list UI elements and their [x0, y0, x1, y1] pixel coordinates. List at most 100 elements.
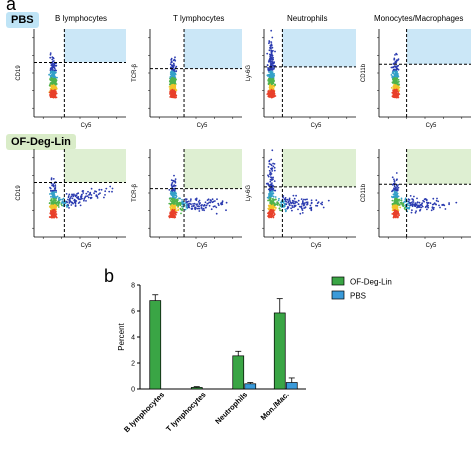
- cell-event-dot: [53, 208, 56, 211]
- cell-event-dot: [68, 193, 71, 196]
- cell-event-dot: [391, 75, 394, 78]
- cell-event-dot: [168, 83, 171, 86]
- cell-event-dot: [397, 78, 400, 81]
- cell-event-dot: [54, 184, 57, 187]
- cell-event-dot: [269, 86, 272, 88]
- cell-event-dot: [394, 202, 397, 205]
- cell-event-dot: [285, 200, 288, 203]
- cell-event-dot: [197, 201, 200, 203]
- cell-event-dot: [275, 207, 277, 209]
- cell-event-dot: [270, 76, 273, 78]
- cell-event-dot: [399, 206, 402, 209]
- cell-event-dot: [411, 204, 414, 207]
- cell-event-dot: [67, 204, 70, 207]
- cell-event-dot: [322, 206, 325, 209]
- flow-plots-svg: CD19Cy5TCR-βCy5Ly-6GCy5CD11bCy5CD19Cy5TC…: [16, 29, 471, 249]
- y-axis-label: CD19: [16, 185, 22, 201]
- cell-event-dot: [439, 206, 441, 209]
- cell-event-dot: [53, 189, 56, 192]
- cell-event-dot: [179, 202, 182, 205]
- cell-event-dot: [426, 199, 428, 201]
- cell-event-dot: [171, 181, 174, 184]
- cell-event-dot: [103, 196, 105, 199]
- cell-event-dot: [202, 205, 205, 207]
- cell-event-dot: [300, 198, 303, 201]
- cell-event-dot: [415, 210, 417, 213]
- cell-event-dot: [400, 199, 402, 202]
- cell-event-dot: [391, 205, 394, 208]
- cell-event-dot: [408, 199, 411, 201]
- cell-event-dot: [181, 199, 183, 201]
- cell-event-dot: [298, 205, 301, 208]
- cell-event-dot: [85, 200, 87, 202]
- cell-event-dot: [77, 192, 80, 195]
- cell-event-dot: [270, 200, 273, 202]
- cell-event-dot: [274, 83, 276, 86]
- cell-event-dot: [394, 54, 396, 56]
- cell-event-dot: [270, 96, 273, 98]
- cell-event-dot: [414, 211, 417, 214]
- cell-event-dot: [310, 201, 313, 204]
- cell-event-dot: [52, 84, 55, 87]
- cell-event-dot: [394, 212, 397, 215]
- cell-event-dot: [170, 64, 173, 67]
- cell-event-dot: [269, 211, 272, 214]
- cell-event-dot: [268, 40, 271, 43]
- cell-event-dot: [272, 192, 275, 195]
- cell-event-dot: [398, 198, 401, 201]
- cell-event-dot: [205, 206, 207, 209]
- cell-event-dot: [49, 216, 51, 219]
- cell-event-dot: [83, 198, 86, 200]
- cell-event-dot: [291, 204, 293, 207]
- y-axis-label: CD19: [16, 65, 22, 81]
- cell-event-dot: [173, 212, 176, 215]
- y-axis-label: CD11b: [361, 183, 367, 202]
- cell-event-dot: [174, 78, 177, 81]
- cell-event-dot: [309, 204, 312, 207]
- cell-event-dot: [391, 195, 393, 198]
- cell-event-dot: [395, 84, 398, 87]
- cell-event-dot: [185, 205, 188, 208]
- cell-event-dot: [71, 194, 74, 196]
- cell-event-dot: [169, 85, 172, 88]
- cell-event-dot: [181, 207, 184, 210]
- cell-event-dot: [173, 209, 176, 211]
- cell-event-dot: [49, 94, 51, 96]
- cell-event-dot: [198, 210, 201, 212]
- cell-event-dot: [89, 197, 92, 200]
- cell-event-dot: [391, 81, 394, 84]
- cell-event-dot: [269, 180, 272, 183]
- cell-event-dot: [174, 59, 177, 62]
- panel-a-letter: a: [6, 0, 17, 14]
- cell-event-dot: [169, 192, 172, 195]
- cell-event-dot: [288, 197, 291, 200]
- y-axis-label: Ly-6G: [246, 65, 252, 81]
- cell-event-dot: [61, 202, 63, 204]
- cell-event-dot: [84, 196, 86, 199]
- bar-category-label: B lymphocytes: [122, 390, 166, 434]
- cell-event-dot: [421, 205, 424, 208]
- cell-event-dot: [82, 192, 85, 194]
- cell-event-dot: [62, 197, 65, 200]
- cell-event-dot: [267, 215, 269, 218]
- cell-event-dot: [54, 80, 57, 83]
- cell-event-dot: [293, 200, 295, 203]
- cell-event-dot: [267, 199, 269, 202]
- cell-event-dot: [272, 211, 275, 214]
- bar-y-axis-label: Percent: [117, 322, 126, 350]
- cell-event-dot: [282, 201, 285, 204]
- cell-event-dot: [52, 183, 54, 186]
- cell-event-dot: [74, 204, 77, 207]
- cell-event-dot: [48, 202, 51, 205]
- cell-event-dot: [272, 176, 274, 179]
- cell-event-dot: [270, 44, 273, 47]
- cell-event-dot: [53, 72, 56, 75]
- cell-event-dot: [170, 208, 172, 211]
- cell-event-dot: [271, 72, 274, 75]
- cell-event-dot: [50, 192, 53, 195]
- cell-event-dot: [189, 200, 192, 202]
- cell-event-dot: [173, 210, 176, 213]
- cell-event-dot: [172, 65, 174, 68]
- x-axis-label: Cy5: [311, 243, 322, 249]
- cell-event-dot: [411, 201, 414, 203]
